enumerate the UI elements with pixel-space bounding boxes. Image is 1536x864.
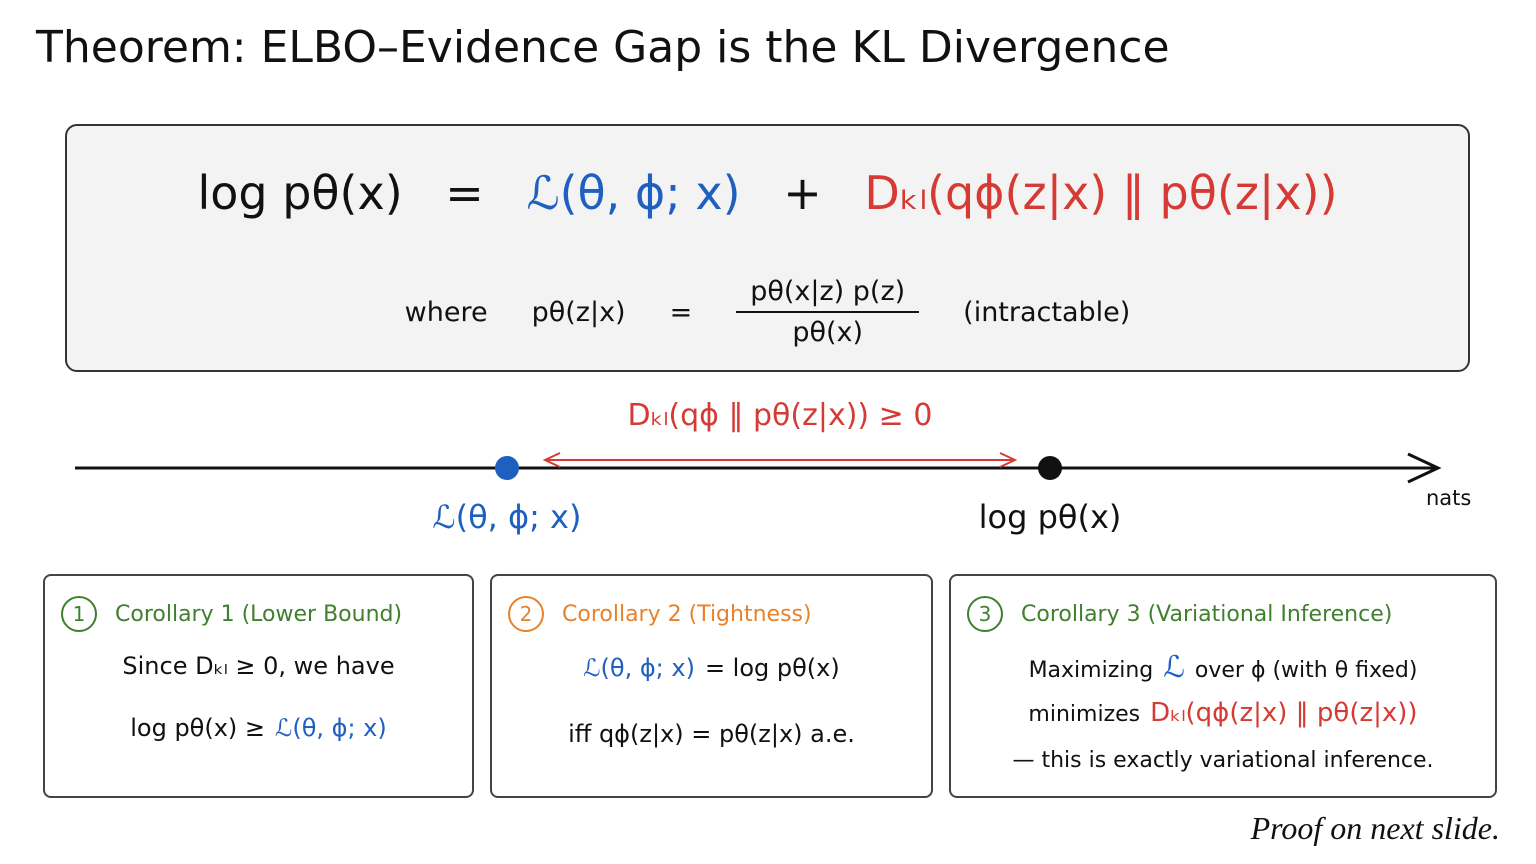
card-line: iff qϕ(z|x) = pθ(z|x) a.e. xyxy=(492,720,931,748)
card-line: minimizes Dₖₗ(qϕ(z|x) ‖ pθ(z|x)) xyxy=(951,698,1495,728)
posterior: pθ(z|x) xyxy=(531,296,626,328)
text: iff qϕ(z|x) = pθ(z|x) a.e. xyxy=(568,720,855,748)
card-number: 3 xyxy=(967,596,1003,632)
elbo-label: ℒ(θ, ϕ; x) xyxy=(432,498,582,536)
text: log pθ(x) ≥ xyxy=(130,714,266,742)
text: minimizes xyxy=(1028,702,1141,727)
theorem-box: log pθ(x) = ℒ(θ, ϕ; x) + Dₖₗ(qϕ(z|x) ‖ p… xyxy=(65,124,1470,372)
card-number: 2 xyxy=(508,596,544,632)
elbo: ℒ(θ, ϕ; x) xyxy=(275,714,387,742)
gap-arrowheads xyxy=(542,452,1018,468)
evidence-point xyxy=(1038,456,1062,480)
card-line: — this is exactly variational inference. xyxy=(951,748,1495,773)
unit-label: nats xyxy=(1426,486,1472,510)
equals: = xyxy=(669,296,693,328)
text: over ϕ (with θ fixed) xyxy=(1194,658,1418,683)
lhs: log pθ(x) xyxy=(197,166,403,220)
card-title: Corollary 2 (Tightness) xyxy=(562,601,812,627)
posterior-definition: where pθ(z|x) = pθ(x|z) p(z) pθ(x) (intr… xyxy=(67,276,1468,348)
note: (intractable) xyxy=(963,296,1131,328)
card-header: 3 Corollary 3 (Variational Inference) xyxy=(967,596,1392,632)
denominator: pθ(x) xyxy=(792,317,864,348)
card-line: Since Dₖₗ ≥ 0, we have xyxy=(45,652,472,680)
elbo-point xyxy=(495,456,519,480)
elbo: ℒ xyxy=(1163,650,1185,685)
card-line: log pθ(x) ≥ ℒ(θ, ϕ; x) xyxy=(45,714,472,742)
card-header: 1 Corollary 1 (Lower Bound) xyxy=(61,596,402,632)
numerator: pθ(x|z) p(z) xyxy=(736,276,920,313)
text: — this is exactly variational inference. xyxy=(1012,748,1434,773)
text: = log pθ(x) xyxy=(704,654,840,682)
corollary-card: 2 Corollary 2 (Tightness) ℒ(θ, ϕ; x) = log… xyxy=(490,574,933,798)
where-label: where xyxy=(404,296,488,328)
text: Since Dₖₗ ≥ 0, we have xyxy=(122,652,395,680)
fraction: pθ(x|z) p(z) pθ(x) xyxy=(736,276,920,348)
kl-term: Dₖₗ(qϕ(z|x) ‖ pθ(z|x)) xyxy=(864,166,1338,220)
card-line: ℒ(θ, ϕ; x) = log pθ(x) xyxy=(492,654,931,682)
elbo: ℒ(θ, ϕ; x) xyxy=(526,166,741,220)
text: Maximizing xyxy=(1028,658,1154,683)
footer-note: Proof on next slide. xyxy=(1250,810,1500,846)
corollary-card: 1 Corollary 1 (Lower Bound) Since Dₖₗ ≥ 0… xyxy=(43,574,474,798)
slide-title: Theorem: ELBO–Evidence Gap is the KL Div… xyxy=(36,22,1170,73)
card-header: 2 Corollary 2 (Tightness) xyxy=(508,596,812,632)
axis-arrow xyxy=(1407,452,1442,484)
elbo: ℒ(θ, ϕ; x) xyxy=(583,654,695,682)
kl-term: Dₖₗ(qϕ(z|x) ‖ pθ(z|x)) xyxy=(1150,698,1418,728)
equals: = xyxy=(445,166,484,220)
plus: + xyxy=(783,166,822,220)
corollary-card: 3 Corollary 3 (Variational Inference) Max… xyxy=(949,574,1497,798)
main-equation: log pθ(x) = ℒ(θ, ϕ; x) + Dₖₗ(qϕ(z|x) ‖ p… xyxy=(67,166,1468,220)
card-title: Corollary 3 (Variational Inference) xyxy=(1021,601,1393,627)
gap-label: Dₖₗ(qϕ ‖ pθ(z|x)) ≥ 0 xyxy=(627,398,933,433)
card-title: Corollary 1 (Lower Bound) xyxy=(115,601,403,627)
card-number: 1 xyxy=(61,596,97,632)
evidence-label: log pθ(x) xyxy=(978,498,1122,536)
